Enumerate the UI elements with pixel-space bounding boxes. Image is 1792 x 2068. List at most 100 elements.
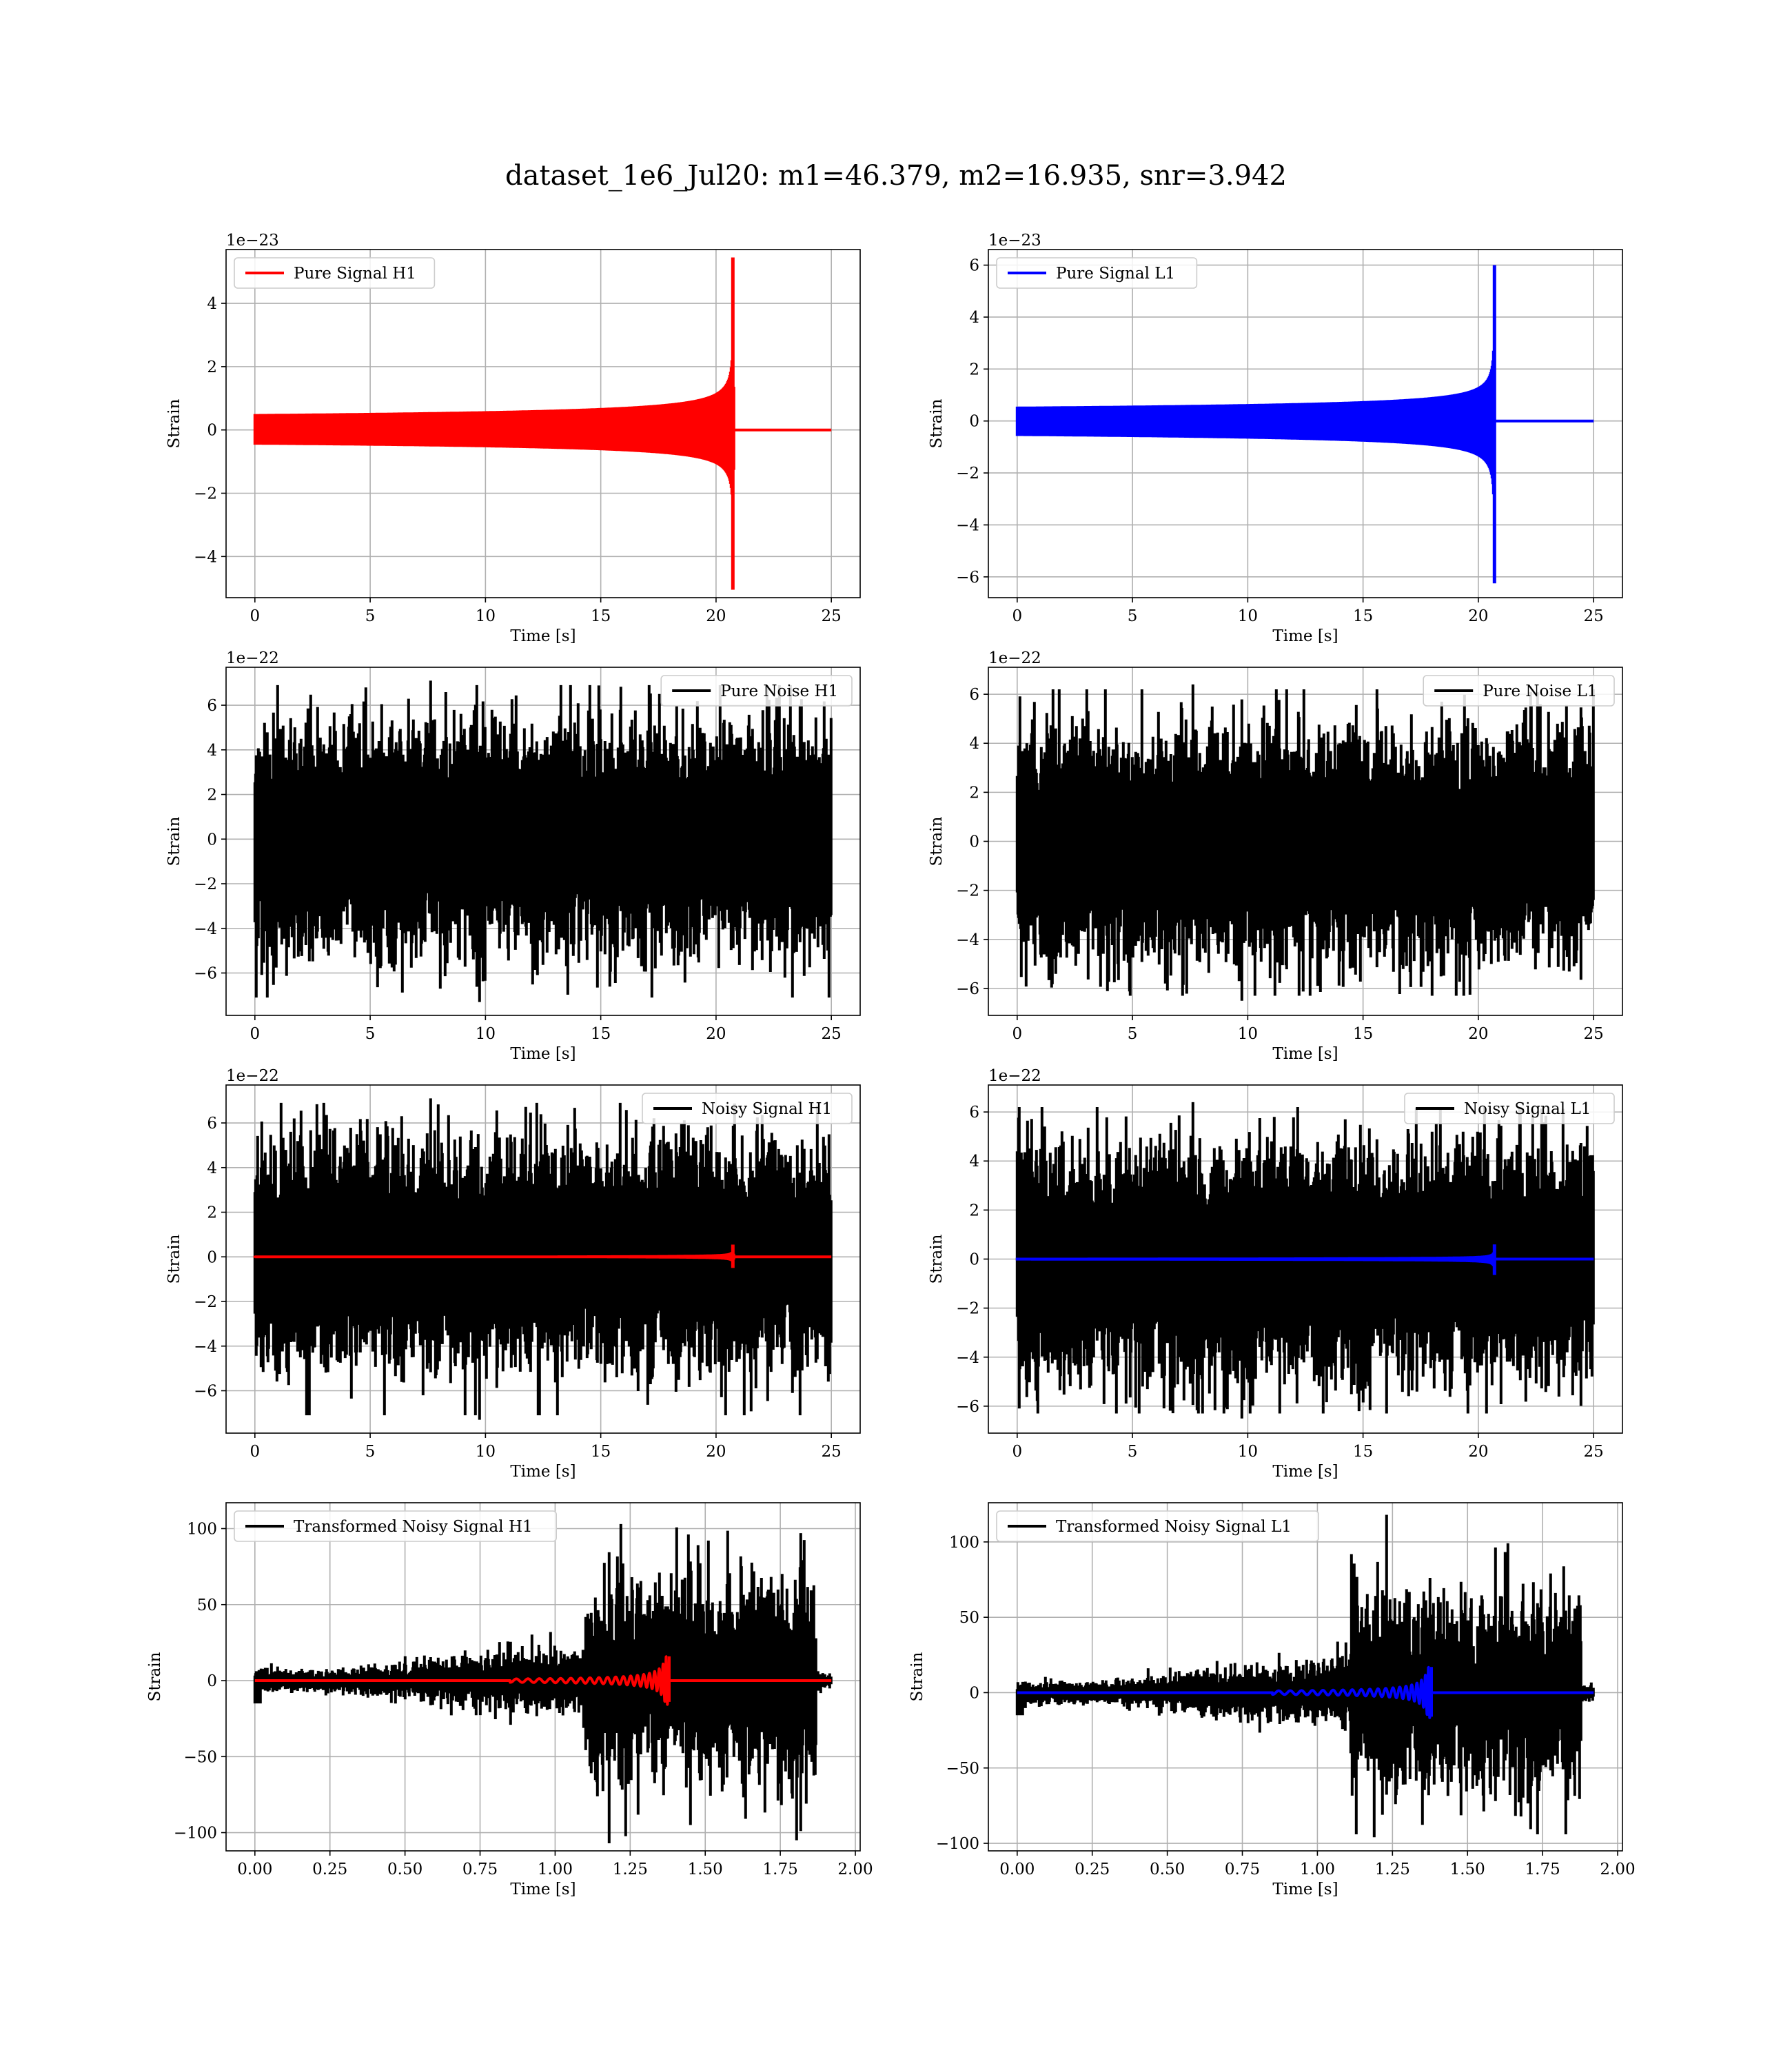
y-tick-label: 6 <box>207 697 217 715</box>
y-tick-label: −100 <box>174 1825 217 1843</box>
y-tick-label: 0 <box>969 833 979 851</box>
legend-label: Noisy Signal H1 <box>702 1100 832 1118</box>
x-tick-label: 15 <box>1353 1443 1373 1461</box>
x-tick-label: 20 <box>1468 1025 1488 1043</box>
x-tick-label: 20 <box>1468 607 1488 625</box>
series-group <box>1015 1102 1595 1419</box>
legend-box <box>234 257 436 289</box>
x-tick-label: 0 <box>250 1443 260 1461</box>
series-group <box>253 680 833 1002</box>
series-line-pure-noise-l1 <box>1015 684 1595 1001</box>
x-tick-label: 15 <box>591 1025 611 1043</box>
x-tick-label: 10 <box>1238 1443 1258 1461</box>
y-tick-label: −100 <box>936 1835 979 1853</box>
y-tick-label: −4 <box>194 920 217 938</box>
x-tick-label: 0.50 <box>1150 1861 1185 1878</box>
x-tick-label: 1.75 <box>1525 1861 1560 1878</box>
x-tick-label: 25 <box>822 1443 842 1461</box>
legend-label: Transformed Noisy Signal H1 <box>294 1518 533 1536</box>
y-tick-label: 100 <box>187 1520 217 1538</box>
legend-box <box>1404 1093 1615 1124</box>
y-tick-label: 6 <box>969 686 979 704</box>
y-tick-label: −6 <box>956 980 979 998</box>
x-tick-label: 0.00 <box>237 1861 272 1878</box>
y-axis-label: Strain <box>928 816 946 866</box>
y-tick-label: −6 <box>194 964 217 982</box>
x-tick-label: 5 <box>1128 607 1138 625</box>
y-tick-label: −2 <box>956 882 979 900</box>
x-tick-label: 1.25 <box>613 1861 648 1878</box>
series-line-pure-signal-l1 <box>1015 265 1594 584</box>
legend: Pure Signal L1 <box>996 257 1198 289</box>
y-axis-label: Strain <box>165 398 183 448</box>
y-tick-label: −2 <box>956 1300 979 1318</box>
x-axis-label: Time [s] <box>510 1881 576 1898</box>
y-tick-label: −2 <box>194 1293 217 1311</box>
legend: Pure Noise L1 <box>1423 675 1615 707</box>
y-tick-label: 4 <box>207 295 217 313</box>
legend-box <box>234 1510 558 1542</box>
y-tick-label: 2 <box>207 1204 217 1222</box>
x-tick-label: 0.00 <box>999 1861 1035 1878</box>
legend: Pure Noise H1 <box>660 675 853 707</box>
y-axis-label: Strain <box>165 816 183 866</box>
x-tick-label: 25 <box>822 607 842 625</box>
legend-label: Transformed Noisy Signal L1 <box>1056 1518 1292 1536</box>
axes-frame <box>225 667 861 1016</box>
x-tick-label: 0.25 <box>1075 1861 1110 1878</box>
y-tick-label: 6 <box>969 1104 979 1122</box>
legend: Transformed Noisy Signal H1 <box>234 1510 558 1542</box>
x-axis-label: Time [s] <box>1272 1463 1338 1481</box>
series-group <box>1015 684 1595 1001</box>
y-tick-label: 4 <box>969 309 979 327</box>
series-group <box>253 1098 833 1420</box>
legend-label: Pure Signal L1 <box>1056 265 1175 283</box>
y-axis-label: Strain <box>908 1652 926 1701</box>
x-tick-label: 2.00 <box>837 1861 873 1878</box>
axis-offset-text: 1e−22 <box>988 649 1041 667</box>
x-tick-label: 15 <box>591 1443 611 1461</box>
legend-box <box>660 675 853 707</box>
x-tick-label: 15 <box>1353 1025 1373 1043</box>
x-tick-label: 25 <box>1584 1443 1604 1461</box>
y-tick-label: 50 <box>197 1596 217 1614</box>
y-tick-label: −50 <box>946 1760 979 1778</box>
series-line-chirp-short-overlay <box>254 1655 832 1706</box>
x-axis-label: Time [s] <box>1272 1881 1338 1898</box>
y-axis-label: Strain <box>928 1234 946 1284</box>
x-tick-label: 0.25 <box>312 1861 347 1878</box>
subplot-noisy-signal-l1: 0 5 10 15 20 25 −6 −4 −2 0 2 4 6 Time [s] Strain 1e−22 N… <box>928 1067 1623 1481</box>
legend: Noisy Signal H1 <box>642 1093 853 1124</box>
legend-label: Noisy Signal L1 <box>1464 1100 1591 1118</box>
y-tick-label: 0 <box>207 831 217 849</box>
legend-label: Pure Signal H1 <box>294 265 416 283</box>
y-axis-label: Strain <box>146 1652 164 1701</box>
x-tick-label: 0 <box>250 1025 260 1043</box>
x-axis-label: Time [s] <box>1272 1045 1338 1063</box>
x-tick-label: 0.50 <box>387 1861 422 1878</box>
y-tick-label: −6 <box>956 1398 979 1416</box>
legend-box <box>996 257 1198 289</box>
figure-title: dataset_1e6_Jul20: m1=46.379, m2=16.935,… <box>505 160 1287 192</box>
y-tick-label: 4 <box>207 742 217 760</box>
x-axis-label: Time [s] <box>510 1045 576 1063</box>
legend-box <box>996 1510 1320 1542</box>
y-tick-label: 0 <box>207 1672 217 1690</box>
x-tick-label: 10 <box>476 1443 496 1461</box>
axes-frame <box>225 1502 861 1852</box>
y-tick-label: −6 <box>956 569 979 587</box>
y-tick-label: −2 <box>194 875 217 893</box>
axes-frame <box>225 249 861 598</box>
subplot-pure-signal-h1: 0 5 10 15 20 25 −4 −2 0 2 4 Time [s] Strain 1e−23 Pure… <box>165 232 861 645</box>
x-tick-label: 5 <box>365 607 376 625</box>
y-tick-label: 6 <box>207 1115 217 1133</box>
axes-frame <box>225 1084 861 1434</box>
y-axis-label: Strain <box>928 398 946 448</box>
x-tick-label: 1.50 <box>1450 1861 1485 1878</box>
series-line-pure-signal-h1 <box>253 257 832 590</box>
x-tick-label: 1.00 <box>538 1861 573 1878</box>
y-tick-label: 4 <box>207 1159 217 1177</box>
x-tick-label: 0 <box>1012 1025 1022 1043</box>
series-line-chirp-overlay <box>1015 1244 1594 1275</box>
